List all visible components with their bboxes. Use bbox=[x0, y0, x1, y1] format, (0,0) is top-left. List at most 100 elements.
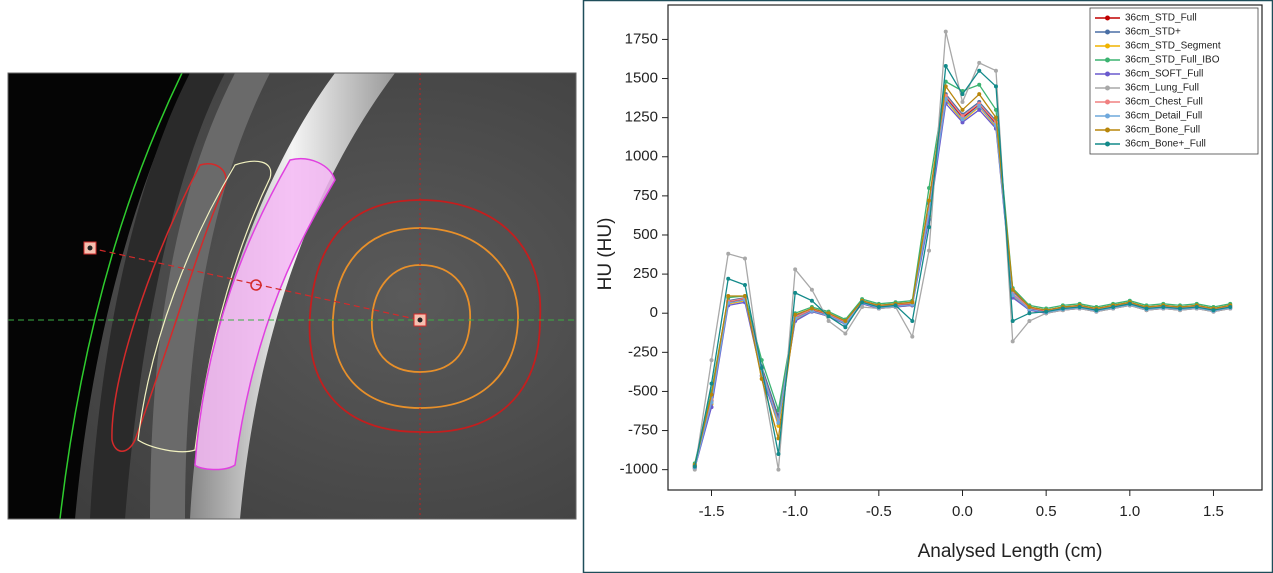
legend-marker bbox=[1105, 141, 1110, 147]
data-point bbox=[977, 103, 982, 108]
data-point bbox=[826, 319, 831, 324]
data-point bbox=[977, 82, 982, 87]
data-point bbox=[809, 306, 814, 311]
data-point bbox=[759, 365, 764, 370]
ct-scan bbox=[8, 73, 576, 519]
data-point bbox=[860, 300, 865, 305]
y-tick-label: 1000 bbox=[625, 148, 658, 165]
data-point bbox=[709, 358, 714, 363]
legend-label: 36cm_STD_Full bbox=[1125, 13, 1197, 24]
legend-marker bbox=[1105, 99, 1110, 105]
data-point bbox=[860, 304, 865, 309]
data-point bbox=[927, 198, 932, 203]
data-point bbox=[876, 304, 881, 309]
data-point bbox=[742, 294, 747, 298]
data-point bbox=[1228, 304, 1233, 309]
data-point bbox=[742, 256, 747, 261]
data-point bbox=[1077, 304, 1082, 309]
y-tick-label: -750 bbox=[628, 422, 658, 439]
legend-marker bbox=[1105, 113, 1110, 119]
data-point bbox=[1010, 287, 1015, 292]
data-point bbox=[1094, 308, 1099, 313]
data-point bbox=[692, 464, 697, 469]
data-point bbox=[960, 117, 965, 122]
data-point bbox=[809, 298, 814, 303]
data-point bbox=[910, 319, 915, 324]
data-point bbox=[709, 392, 714, 397]
data-point bbox=[910, 300, 915, 305]
data-point bbox=[776, 452, 781, 457]
data-point bbox=[960, 100, 965, 104]
series bbox=[692, 63, 1233, 469]
legend-label: 36cm_Bone+_Full bbox=[1125, 139, 1206, 150]
data-point bbox=[826, 314, 831, 319]
legend: 36cm_STD_Full 36cm_STD+ 36cm_STD_Segment 36… bbox=[1089, 7, 1259, 155]
data-point bbox=[843, 319, 848, 324]
data-point bbox=[1161, 304, 1166, 309]
x-tick-label: 0.5 bbox=[1036, 503, 1057, 520]
data-point bbox=[1044, 309, 1049, 314]
y-axis-label: HU (HU) bbox=[595, 218, 616, 291]
y-tick-label: -250 bbox=[628, 343, 658, 360]
data-point bbox=[1027, 304, 1032, 309]
data-point bbox=[993, 115, 998, 120]
y-tick-label: 1250 bbox=[625, 109, 658, 126]
data-point bbox=[1060, 306, 1065, 311]
data-point bbox=[943, 64, 948, 69]
data-point bbox=[709, 381, 714, 386]
data-point bbox=[776, 467, 781, 472]
x-tick-label: 0.0 bbox=[952, 503, 973, 520]
data-point bbox=[1127, 301, 1132, 306]
legend-marker bbox=[1105, 85, 1110, 91]
x-tick-label: -1.5 bbox=[699, 503, 725, 520]
y-tick-label: 250 bbox=[633, 265, 658, 282]
data-point bbox=[1194, 304, 1199, 309]
data-point bbox=[809, 287, 814, 292]
legend-label: 36cm_STD_Full_IBO bbox=[1125, 55, 1220, 66]
data-point bbox=[977, 68, 982, 73]
data-point bbox=[1010, 293, 1015, 298]
legend-label: 36cm_Chest_Full bbox=[1125, 97, 1203, 108]
y-tick-label: 750 bbox=[633, 187, 658, 204]
legend-label: 36cm_Lung_Full bbox=[1125, 83, 1199, 94]
legend-label: 36cm_SOFT_Full bbox=[1125, 69, 1203, 80]
data-point bbox=[927, 225, 932, 230]
data-point bbox=[1211, 308, 1216, 313]
y-tick-label: 0 bbox=[650, 304, 658, 321]
data-point bbox=[793, 290, 798, 295]
legend-label: 36cm_Bone_Full bbox=[1125, 125, 1200, 136]
y-tick-label: 1500 bbox=[625, 70, 658, 87]
legend-label: 36cm_STD_Segment bbox=[1125, 41, 1221, 52]
data-point bbox=[977, 92, 982, 97]
data-point bbox=[960, 92, 965, 97]
x-axis-label: Analysed Length (cm) bbox=[918, 541, 1103, 562]
data-point bbox=[1111, 304, 1116, 309]
y-tick-label: -500 bbox=[628, 382, 658, 399]
data-point bbox=[776, 420, 781, 425]
data-point bbox=[960, 107, 965, 112]
data-point bbox=[759, 376, 764, 381]
data-point bbox=[726, 276, 731, 281]
data-point bbox=[1144, 306, 1149, 311]
legend-label: 36cm_STD+ bbox=[1125, 27, 1181, 38]
data-point bbox=[977, 60, 982, 65]
y-tick-label: -1000 bbox=[620, 461, 658, 478]
data-point bbox=[1027, 319, 1032, 324]
data-point bbox=[977, 107, 982, 112]
x-tick-label: 1.5 bbox=[1203, 503, 1224, 520]
data-point bbox=[960, 120, 965, 125]
plot-area bbox=[667, 4, 1263, 491]
data-point bbox=[927, 186, 932, 191]
legend-marker bbox=[1105, 57, 1110, 63]
y-tick-label: 1750 bbox=[625, 30, 658, 47]
x-tick-label: -1.0 bbox=[782, 503, 808, 520]
data-point bbox=[1178, 306, 1183, 311]
data-point bbox=[893, 303, 898, 308]
data-point bbox=[826, 311, 831, 316]
data-point bbox=[1027, 311, 1032, 316]
data-point bbox=[793, 267, 798, 272]
x-tick-label: 1.0 bbox=[1119, 503, 1140, 520]
data-point bbox=[993, 84, 998, 89]
